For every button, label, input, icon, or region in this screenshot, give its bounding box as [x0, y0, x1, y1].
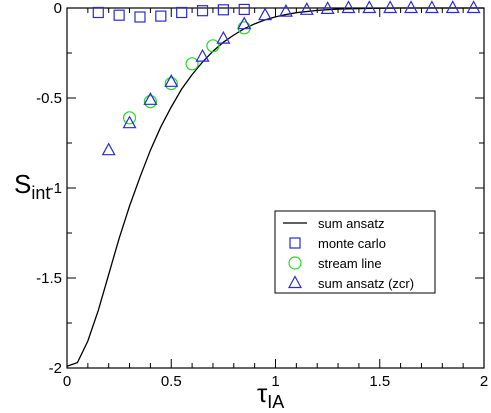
series-3	[101, 0, 481, 156]
data-point-triangle	[216, 30, 231, 44]
data-point-triangle	[101, 142, 116, 156]
legend-entry: stream line	[288, 256, 382, 271]
data-point-triangle	[237, 16, 252, 30]
series-0	[66, 7, 484, 367]
series-2	[122, 21, 251, 125]
legend-label: stream line	[318, 256, 382, 271]
series-layer	[66, 0, 484, 367]
data-point-triangle	[164, 74, 179, 87]
legend-entry: monte carlo	[289, 236, 386, 251]
legend-entries: sum ansatz monte carlo stream line sum ansa…	[283, 216, 414, 291]
data-point-square	[238, 3, 250, 16]
data-point-triangle	[466, 0, 481, 14]
legend-box	[274, 210, 436, 294]
plot-frame	[66, 7, 485, 369]
data-point-triangle	[299, 2, 314, 15]
data-point-square	[92, 6, 104, 19]
data-point-square	[155, 10, 167, 22]
data-point-square	[113, 9, 125, 21]
data-point-triangle	[424, 0, 439, 14]
data-point-square	[134, 11, 146, 23]
legend-swatch	[288, 256, 302, 270]
data-point-triangle	[258, 7, 273, 21]
data-point-circle	[122, 111, 137, 125]
data-point-square	[196, 5, 209, 17]
legend-swatch	[287, 275, 303, 289]
y-tick-label: -1	[49, 180, 62, 197]
data-point-triangle	[122, 115, 137, 129]
data-point-triangle	[404, 0, 419, 14]
x-tick-label: 1.5	[369, 373, 390, 390]
series-line	[66, 7, 484, 367]
x-tick-label: 0.5	[161, 373, 182, 390]
legend-label: sum ansatz	[318, 216, 384, 231]
x-tick-label: 2	[480, 373, 488, 390]
legend: sum ansatz monte carlo stream line sum ansa…	[274, 210, 436, 294]
data-point-triangle	[143, 92, 158, 105]
axis-ticks	[66, 7, 485, 369]
data-point-circle	[206, 39, 220, 53]
data-point-square	[176, 6, 188, 19]
series-1	[92, 3, 250, 23]
legend-entry: sum ansatz	[283, 216, 384, 231]
data-point-triangle	[445, 0, 460, 14]
legend-entry: sum ansatz (zcr)	[287, 275, 414, 291]
y-tick-label: -2	[49, 360, 62, 377]
data-point-triangle	[195, 48, 210, 62]
y-tick-label: -1.5	[36, 270, 62, 287]
x-axis-label: τIA	[257, 378, 284, 412]
data-point-triangle	[383, 0, 398, 14]
legend-label: monte carlo	[318, 236, 386, 251]
x-tick-label: 1	[271, 373, 279, 390]
data-point-circle	[237, 21, 251, 35]
data-point-triangle	[341, 0, 356, 14]
data-point-square	[217, 4, 229, 16]
data-point-circle	[143, 94, 157, 109]
data-point-circle	[185, 57, 199, 71]
data-point-triangle	[362, 0, 377, 14]
y-tick-label: -0.5	[36, 90, 62, 107]
data-point-triangle	[278, 3, 293, 17]
y-tick-label: 0	[54, 0, 62, 17]
y-axis-label: Sint	[14, 169, 50, 203]
data-point-circle	[164, 76, 178, 91]
data-point-triangle	[320, 1, 335, 14]
legend-swatch	[289, 237, 301, 249]
tick-labels: 0 0.5 1 1.5 2 0 -0.5 -1 -1.5 -2	[36, 0, 488, 390]
x-tick-label: 0	[63, 373, 71, 390]
legend-label: sum ansatz (zcr)	[318, 276, 414, 291]
